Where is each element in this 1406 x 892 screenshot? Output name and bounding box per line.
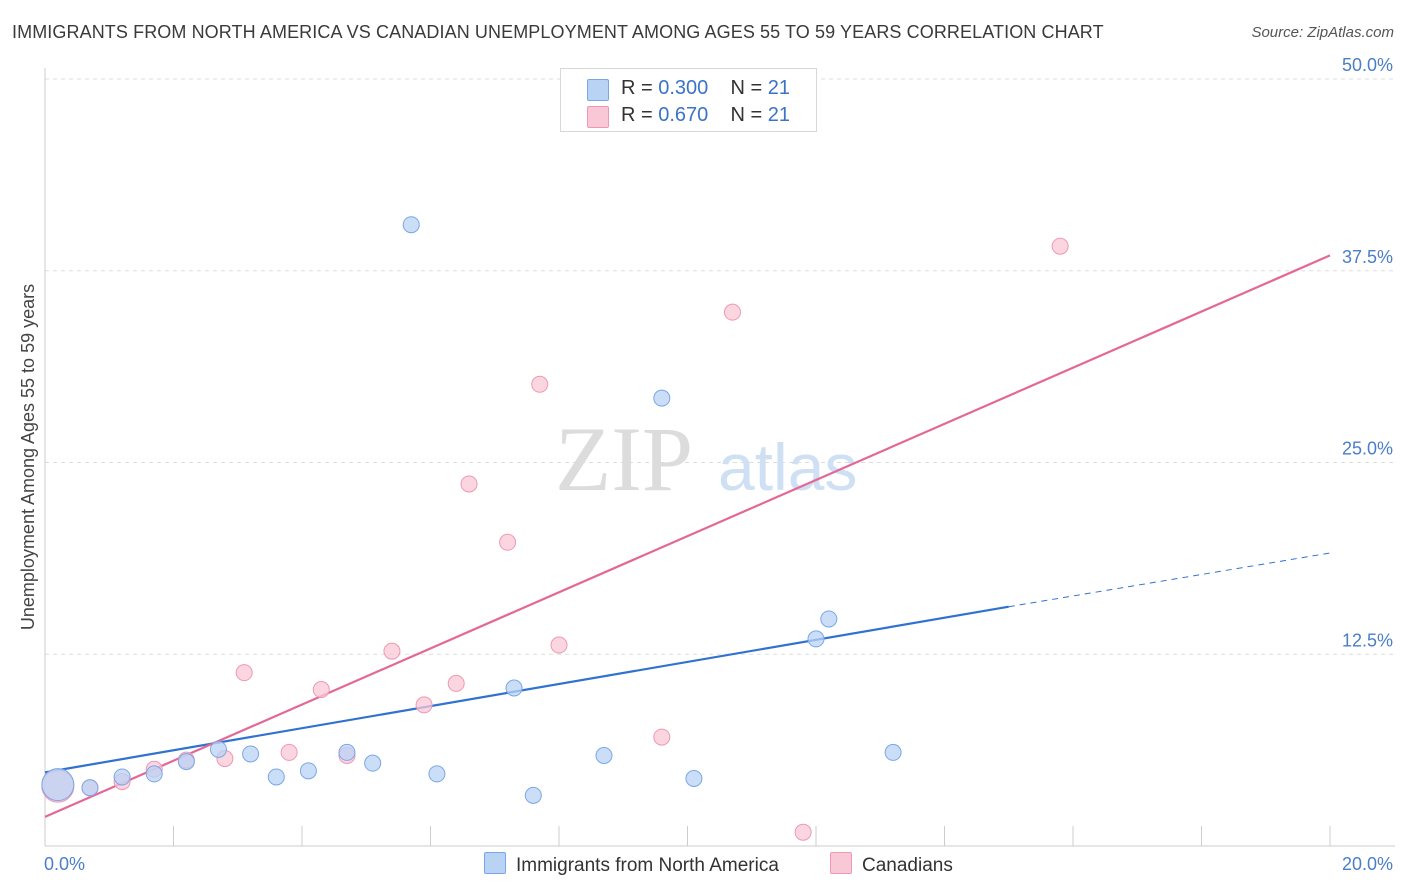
pink-data-point xyxy=(550,636,568,654)
legend-pink-r-value: 0.670 xyxy=(658,104,709,126)
legend-pink-n-label: N = xyxy=(730,104,763,126)
bottom-blue-swatch xyxy=(484,852,506,874)
blue-swatch xyxy=(587,79,609,101)
x-tick-label: 20.0% xyxy=(1342,854,1393,874)
data-points xyxy=(41,216,1069,841)
pink-data-point xyxy=(653,728,671,746)
pink-data-point xyxy=(280,743,298,761)
legend-blue-r-value: 0.300 xyxy=(658,77,709,99)
chart-title: IMMIGRANTS FROM NORTH AMERICA VS CANADIA… xyxy=(12,22,1104,42)
blue-data-point xyxy=(209,740,227,758)
y-tick-label: 37.5% xyxy=(1342,247,1393,267)
bottom-pink-swatch xyxy=(830,852,852,874)
pink-data-point xyxy=(723,303,741,321)
blue-data-point xyxy=(41,768,75,802)
blue-data-point xyxy=(820,610,838,628)
pink-data-point xyxy=(794,823,812,841)
blue-data-point xyxy=(685,770,703,788)
blue-data-point xyxy=(81,779,99,797)
blue-trend-extension xyxy=(1008,552,1331,608)
blue-data-point xyxy=(595,746,613,764)
bottom-legend-pink: Canadians xyxy=(830,852,953,877)
bottom-legend-pink-label: Canadians xyxy=(862,855,953,876)
blue-data-point xyxy=(524,786,542,804)
bottom-legend-blue: Immigrants from North America xyxy=(484,852,779,877)
watermark: ZIP atlas xyxy=(555,408,857,510)
trend-lines xyxy=(44,254,1331,818)
legend-pink-n-value: 21 xyxy=(767,104,791,126)
blue-data-point xyxy=(505,679,523,697)
blue-data-point xyxy=(299,762,317,780)
y-axis-label: Unemployment Among Ages 55 to 59 years xyxy=(18,284,38,630)
watermark-zip: ZIP xyxy=(555,408,693,510)
blue-data-point xyxy=(113,768,131,786)
legend-blue-n-label: N = xyxy=(730,77,763,99)
pink-data-point xyxy=(235,664,253,682)
pink-data-point xyxy=(460,475,478,493)
blue-data-point xyxy=(402,216,420,234)
tick-labels: 12.5% 25.0% 37.5% 50.0% 0.0% 20.0% xyxy=(44,55,1393,874)
x-tick-label: 0.0% xyxy=(44,854,85,874)
y-tick-label: 50.0% xyxy=(1342,55,1393,75)
legend-blue-r-label: R = xyxy=(621,77,653,99)
y-tick-label: 25.0% xyxy=(1342,439,1393,459)
blue-data-point xyxy=(364,754,382,772)
source-credit: Source: ZipAtlas.com xyxy=(1251,24,1394,41)
blue-trend-line xyxy=(44,605,1009,774)
bottom-legend-blue-label: Immigrants from North America xyxy=(516,855,779,876)
blue-data-point xyxy=(267,768,285,786)
pink-swatch xyxy=(587,106,609,128)
pink-data-point xyxy=(312,681,330,699)
blue-data-point xyxy=(884,743,902,761)
legend-pink-r-label: R = xyxy=(621,104,653,126)
blue-data-point xyxy=(177,753,195,771)
axes xyxy=(44,68,1395,847)
pink-data-point xyxy=(1051,237,1069,255)
pink-data-point xyxy=(531,375,549,393)
pink-data-point xyxy=(383,642,401,660)
pink-data-point xyxy=(499,533,517,551)
blue-data-point xyxy=(653,389,671,407)
y-tick-label: 12.5% xyxy=(1342,630,1393,650)
pink-data-point xyxy=(415,696,433,714)
pink-data-point xyxy=(447,674,465,692)
blue-data-point xyxy=(807,630,825,648)
legend-blue-n-value: 21 xyxy=(767,77,791,99)
pink-trend-line xyxy=(44,254,1331,818)
blue-data-point xyxy=(242,745,260,763)
blue-data-point xyxy=(428,765,446,783)
correlation-legend: R = 0.300 N = 21 R = 0.670 N = 21 xyxy=(560,68,817,132)
gridlines xyxy=(45,78,1395,655)
blue-data-point xyxy=(145,765,163,783)
blue-data-point xyxy=(338,743,356,761)
